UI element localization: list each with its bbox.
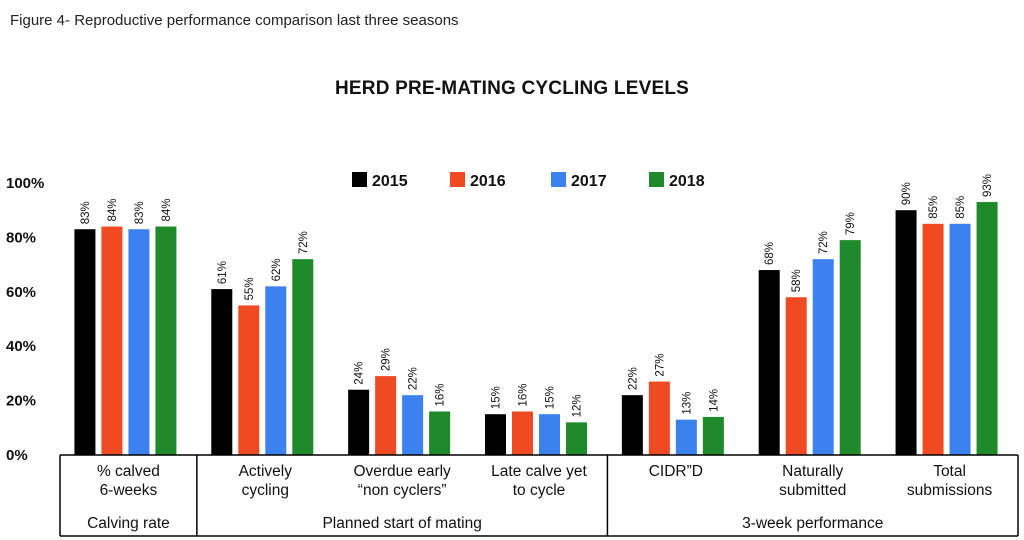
bar	[265, 286, 287, 455]
bar	[621, 395, 643, 455]
category-label: CIDR”D	[649, 463, 703, 480]
category-label: Overdue early	[353, 463, 451, 480]
bar	[211, 289, 233, 455]
y-tick-label: 60%	[6, 284, 36, 301]
bar	[485, 414, 506, 455]
data-label: 15%	[545, 386, 557, 409]
legend-swatch	[450, 172, 465, 187]
data-label: 83%	[134, 201, 146, 224]
data-label: 84%	[107, 198, 119, 221]
bar	[922, 223, 944, 455]
y-tick-label: 0%	[6, 447, 28, 464]
bar	[949, 223, 971, 455]
category-label: Late calve yet	[491, 463, 587, 480]
bar	[758, 270, 780, 455]
category-label: Total	[933, 463, 966, 480]
bar	[128, 229, 150, 455]
bar	[566, 422, 587, 455]
data-label: 72%	[818, 231, 830, 254]
bar	[976, 202, 998, 455]
group-label: Planned start of mating	[322, 515, 481, 532]
data-label: 83%	[80, 201, 92, 224]
category-label: % calved	[97, 463, 160, 480]
category-label: Actively	[239, 463, 293, 480]
bar	[101, 226, 123, 455]
data-label: 55%	[244, 277, 256, 300]
data-label: 27%	[654, 354, 666, 377]
data-label: 84%	[161, 198, 173, 221]
bar	[238, 305, 260, 455]
legend-label: 2016	[470, 173, 506, 190]
y-tick-label: 100%	[6, 175, 44, 192]
bar	[292, 259, 314, 455]
bar	[839, 240, 861, 455]
bar	[429, 411, 451, 455]
bar	[785, 297, 807, 455]
data-label: 79%	[845, 212, 857, 235]
data-label: 22%	[627, 367, 639, 390]
bar	[812, 259, 834, 455]
legend-label: 2017	[571, 173, 607, 190]
y-tick-label: 80%	[6, 229, 36, 246]
data-label: 85%	[928, 196, 940, 219]
legend-label: 2015	[372, 173, 408, 190]
category-label: submissions	[907, 482, 993, 499]
data-label: 85%	[955, 196, 967, 219]
legend-swatch	[551, 172, 566, 187]
data-label: 29%	[381, 348, 393, 371]
bar	[348, 389, 370, 455]
data-label: 90%	[901, 182, 913, 205]
bar	[702, 416, 724, 455]
category-label: “non cyclers”	[358, 482, 447, 499]
data-label: 16%	[435, 383, 447, 406]
data-label: 15%	[491, 386, 503, 409]
bar	[675, 419, 697, 455]
bar	[375, 376, 397, 455]
data-label: 24%	[354, 362, 366, 385]
figure-caption: Figure 4- Reproductive performance compa…	[10, 12, 459, 29]
data-label: 72%	[298, 231, 310, 254]
legend-swatch	[352, 172, 367, 187]
group-label: 3-week performance	[742, 515, 883, 532]
legend-label: 2018	[669, 173, 705, 190]
group-label: Calving rate	[87, 515, 170, 532]
y-tick-label: 20%	[6, 393, 36, 410]
data-label: 93%	[982, 174, 994, 197]
data-label: 13%	[681, 392, 693, 415]
data-label: 14%	[708, 389, 720, 412]
bar	[155, 226, 177, 455]
data-label: 12%	[572, 394, 584, 417]
legend-swatch	[649, 172, 664, 187]
category-label: submitted	[779, 482, 846, 499]
data-label: 58%	[791, 269, 803, 292]
data-label: 62%	[271, 258, 283, 281]
category-label: 6-weeks	[100, 482, 158, 499]
data-label: 16%	[518, 383, 530, 406]
category-label: cycling	[242, 482, 289, 499]
category-label: Naturally	[782, 463, 843, 480]
data-label: 68%	[764, 242, 776, 265]
bar	[648, 381, 670, 455]
category-label: to cycle	[513, 482, 566, 499]
chart-title: HERD PRE-MATING CYCLING LEVELS	[335, 78, 689, 99]
bar	[402, 395, 424, 455]
y-tick-label: 40%	[6, 338, 36, 355]
data-label: 61%	[217, 261, 229, 284]
bar	[895, 210, 917, 455]
bar	[74, 229, 96, 455]
data-label: 22%	[408, 367, 420, 390]
bar	[539, 414, 560, 455]
bar	[512, 411, 533, 455]
